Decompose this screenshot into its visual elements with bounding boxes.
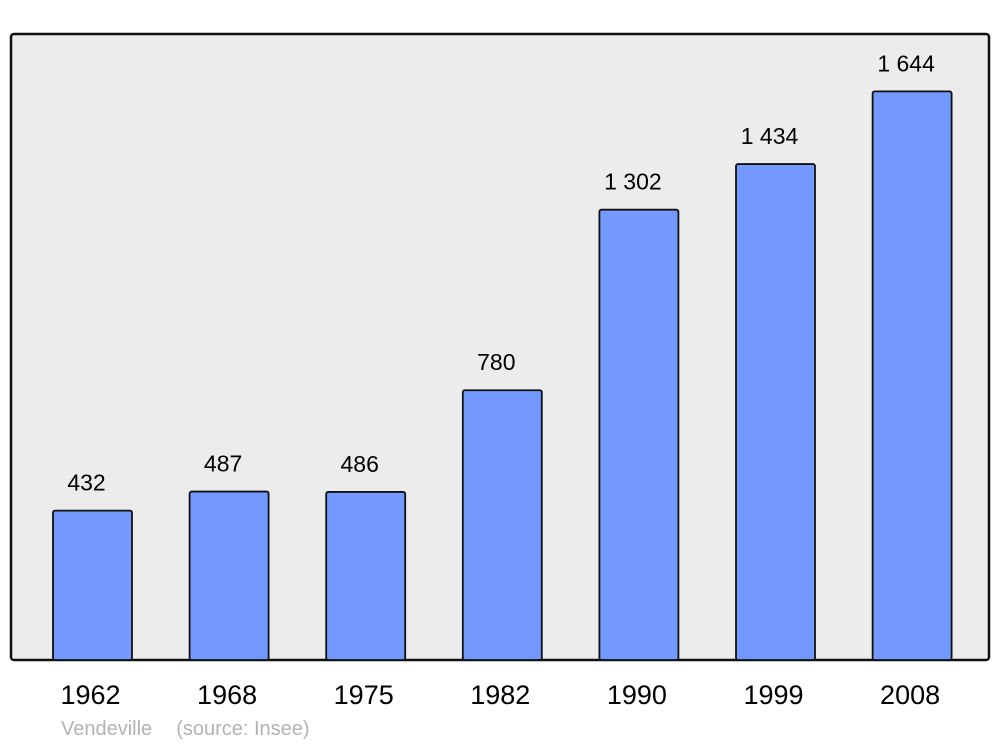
x-tick-label-1990: 1990 [607,680,667,710]
x-tick-label-2008: 2008 [880,680,940,710]
value-label-2008: 1 644 [877,50,935,76]
bar-1968 [188,490,270,661]
bar-1999 [735,163,816,661]
value-label-1982: 780 [477,349,515,375]
x-tick-label-1975: 1975 [334,680,394,710]
x-tick-label-1999: 1999 [743,680,803,710]
value-label-1962: 432 [67,470,105,496]
bar-1975 [325,491,407,661]
bar-1982 [461,389,543,661]
x-tick-label-1968: 1968 [197,680,257,710]
caption: Vendeville (source: Insee) [61,718,334,741]
value-label-1968: 487 [204,451,242,477]
value-label-1975: 486 [341,451,379,477]
caption-source: (source: Insee) [176,718,310,740]
caption-place: Vendeville [61,718,153,740]
x-tick-label-1962: 1962 [60,680,120,710]
bar-1990 [598,208,680,661]
value-label-1990: 1 302 [604,169,662,195]
value-label-1999: 1 434 [741,123,799,149]
x-tick-label-1982: 1982 [470,680,530,710]
bar-1962 [52,509,133,661]
bar-2008 [871,90,953,661]
